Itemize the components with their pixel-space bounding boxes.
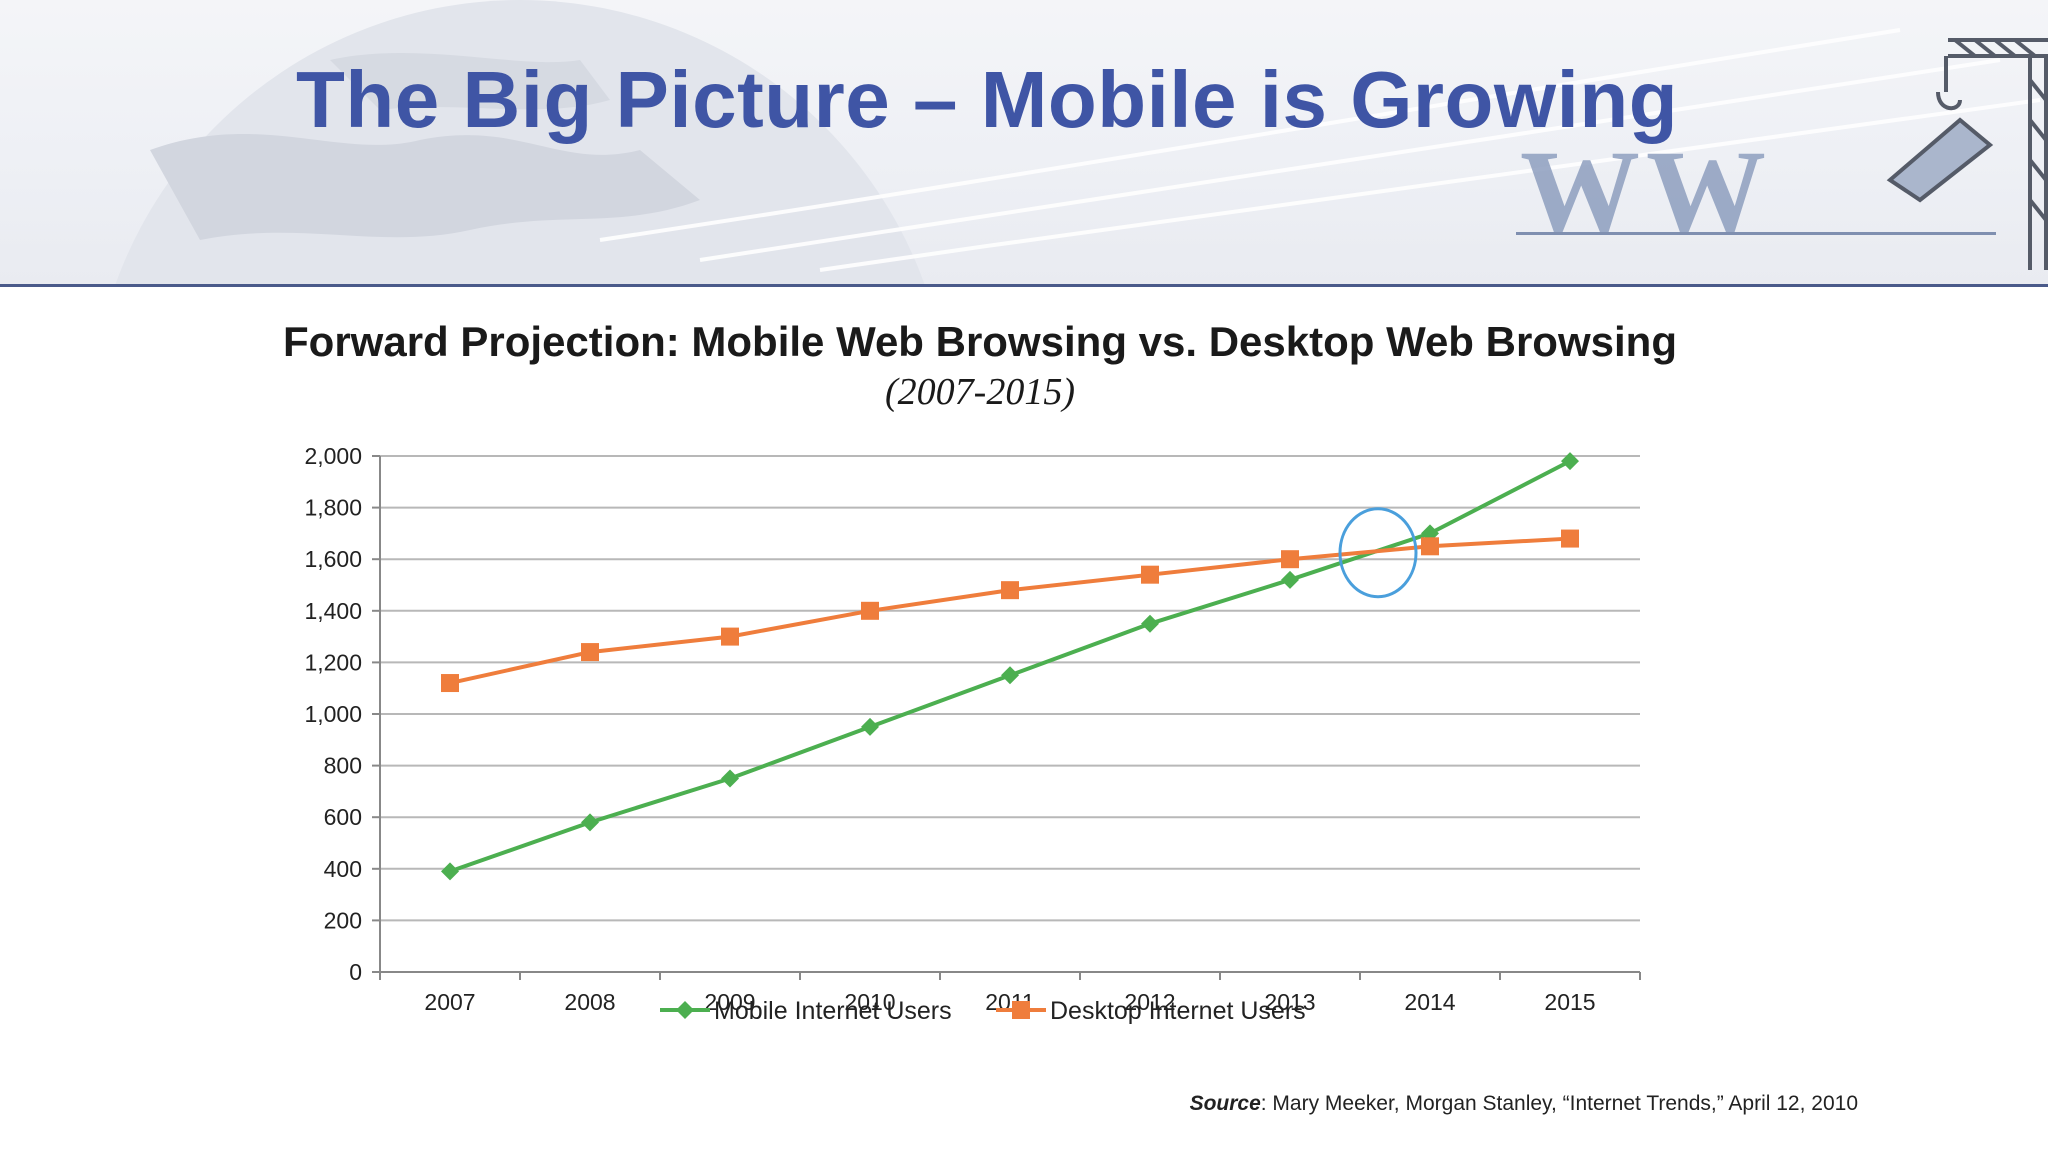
x-tick-label: 2013	[1264, 989, 1315, 1015]
data-point	[861, 717, 879, 736]
data-point	[721, 627, 739, 646]
data-point	[581, 643, 599, 662]
data-point	[441, 862, 459, 881]
header-background-art: WW	[115, 0, 2048, 284]
x-tick-label: 2012	[1124, 989, 1175, 1015]
data-point	[861, 601, 879, 620]
chart-title: Forward Projection: Mobile Web Browsing …	[283, 318, 1677, 365]
data-point	[1421, 537, 1439, 556]
x-tick-label: 2015	[1544, 989, 1595, 1015]
logo-underline	[1516, 232, 1996, 235]
line-chart: 0 200 400 600 800 1,000 1,200 1,400 1,600 1,800 2,…	[304, 443, 1641, 1025]
globe-icon	[115, 0, 925, 284]
legend: Mobile Internet Users Desktop Internet Us…	[660, 997, 1306, 1025]
data-point	[1281, 570, 1299, 589]
y-tick-label: 1,000	[304, 701, 362, 727]
x-tick-label: 2008	[564, 989, 615, 1015]
data-point	[1001, 581, 1019, 600]
data-point	[1561, 529, 1579, 548]
series	[441, 452, 1579, 881]
data-point	[581, 813, 599, 832]
grid-lines	[380, 455, 1640, 973]
series-desktop	[441, 529, 1579, 693]
data-point	[1421, 524, 1439, 543]
source-text: : Mary Meeker, Morgan Stanley, “Internet…	[1260, 1092, 1858, 1115]
y-tick-label: 1,800	[304, 495, 362, 521]
y-tick-label: 1,200	[304, 649, 362, 675]
crossover-highlight-circle	[1338, 507, 1418, 599]
x-tick-labels: 2007 2008 2009 2010 2011 2012 2013 2014 2015	[424, 989, 1595, 1015]
legend-swatch-marker	[1012, 1001, 1030, 1019]
data-point	[1281, 550, 1299, 569]
x-tick-label: 2009	[704, 989, 755, 1015]
data-point	[1001, 666, 1019, 685]
legend-swatch-marker	[676, 1001, 694, 1019]
y-tick-label: 1,600	[304, 546, 362, 572]
y-tick-label: 0	[349, 959, 362, 985]
x-tick-label: 2014	[1404, 989, 1455, 1015]
swoosh-lines	[599, 28, 2041, 272]
data-point	[1141, 565, 1159, 584]
y-tick-label: 200	[324, 907, 362, 933]
chart-subtitle: (2007-2015)	[885, 371, 1075, 413]
axes	[372, 455, 1641, 980]
data-point	[721, 769, 739, 788]
annotations	[1338, 507, 1418, 599]
y-tick-label: 2,000	[304, 443, 362, 469]
x-tick-label: 2010	[844, 989, 895, 1015]
series-mobile	[441, 452, 1579, 881]
crane-icon	[1886, 38, 2048, 270]
source-label: Source	[1189, 1092, 1261, 1115]
y-tick-label: 400	[324, 856, 362, 882]
x-tick-label: 2007	[424, 989, 475, 1015]
legend-label: Desktop Internet Users	[1050, 997, 1306, 1025]
source-note: Source: Mary Meeker, Morgan Stanley, “In…	[1190, 1092, 1858, 1116]
slide-header: WW	[0, 0, 2048, 287]
data-point	[1141, 614, 1159, 633]
legend-item-desktop: Desktop Internet Users	[996, 997, 1306, 1025]
series-line	[449, 459, 1571, 874]
y-tick-label: 800	[324, 753, 362, 779]
legend-label: Mobile Internet Users	[714, 997, 952, 1025]
y-tick-label: 600	[324, 804, 362, 830]
www-logo: WW	[1520, 125, 1772, 258]
data-point	[441, 674, 459, 693]
legend-item-mobile: Mobile Internet Users	[660, 997, 952, 1025]
y-tick-label: 1,400	[304, 598, 362, 624]
slide-title: The Big Picture – Mobile is Growing	[296, 55, 1679, 144]
y-tick-labels: 0 200 400 600 800 1,000 1,200 1,400 1,600 1,800 2,…	[304, 443, 362, 985]
data-point	[1561, 452, 1579, 471]
